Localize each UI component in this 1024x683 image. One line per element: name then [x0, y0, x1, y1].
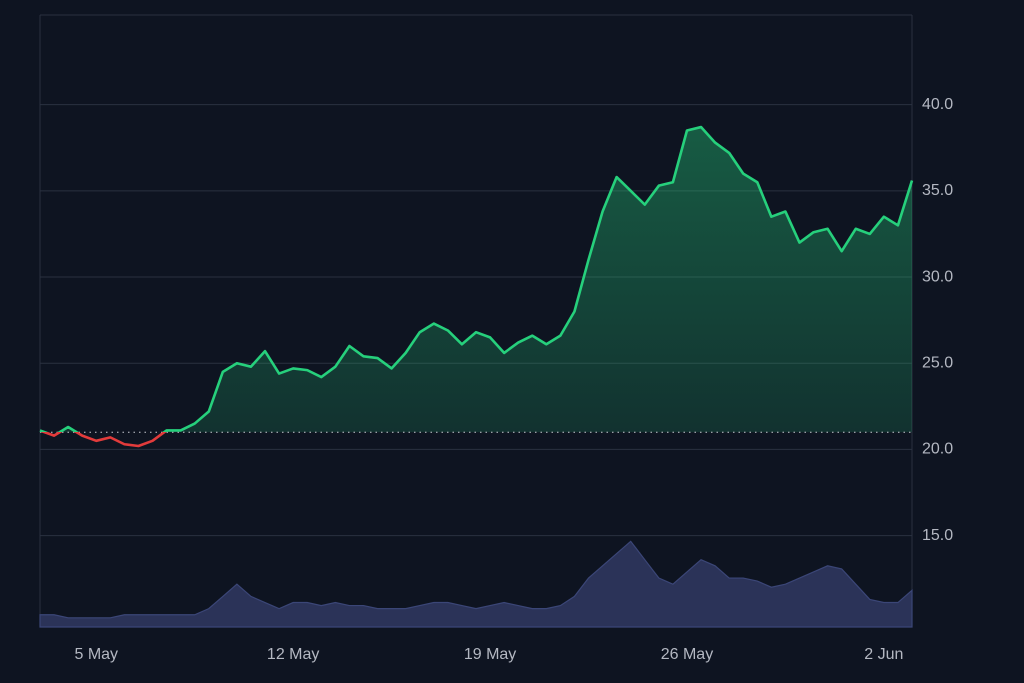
x-tick-label: 26 May: [661, 646, 713, 663]
y-tick-label: 25.0: [922, 354, 953, 371]
y-tick-label: 35.0: [922, 182, 953, 199]
y-tick-label: 15.0: [922, 527, 953, 544]
y-tick-label: 30.0: [922, 268, 953, 285]
y-tick-label: 40.0: [922, 96, 953, 113]
price-line: [39, 125, 914, 448]
x-tick-label: 12 May: [267, 646, 319, 663]
x-tick-label: 19 May: [464, 646, 516, 663]
volume-area: [39, 540, 913, 628]
x-tick-label: 2 Jun: [864, 646, 903, 663]
price-area: [40, 127, 912, 433]
y-tick-label: 20.0: [922, 441, 953, 458]
x-tick-label: 5 May: [74, 646, 118, 663]
